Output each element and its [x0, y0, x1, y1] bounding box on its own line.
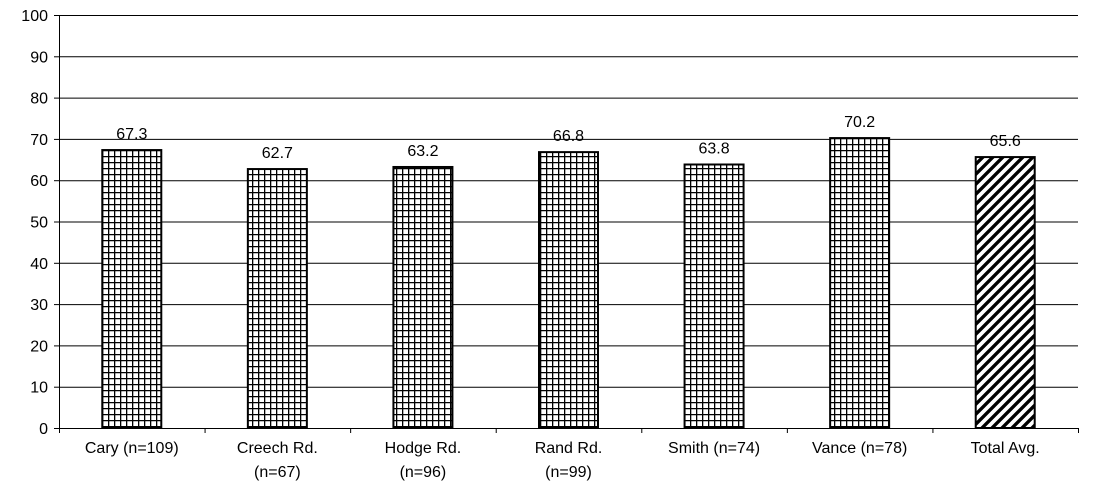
x-tick-label: Hodge Rd. — [385, 440, 462, 457]
bar-5 — [683, 163, 745, 429]
y-tick-label: 100 — [21, 8, 48, 25]
x-tick-label: (n=99) — [545, 464, 592, 481]
y-tick-label: 80 — [30, 91, 48, 108]
x-tick-label: Smith (n=74) — [668, 440, 760, 457]
x-tick-label: (n=96) — [400, 464, 447, 481]
bar-6 — [829, 137, 891, 429]
y-tick-label: 70 — [30, 132, 48, 149]
data-label: 66.8 — [553, 128, 584, 145]
bar-2 — [246, 168, 308, 429]
x-tick-label: Cary (n=109) — [85, 440, 179, 457]
y-tick-label: 50 — [30, 215, 48, 232]
data-label: 67.3 — [116, 126, 147, 143]
y-tick-label: 10 — [30, 380, 48, 397]
y-tick-label: 60 — [30, 173, 48, 190]
data-label: 62.7 — [262, 145, 293, 162]
bar-7 — [974, 156, 1036, 430]
labels: 0 10 20 30 40 50 60 70 80 90 100 67.3 Cary (n=109) 62… — [21, 8, 1039, 481]
bar-4 — [538, 151, 599, 429]
y-tick-label: 90 — [30, 49, 48, 66]
x-tick-label: Total Avg. — [971, 440, 1040, 457]
data-label: 65.6 — [990, 133, 1021, 150]
data-label: 70.2 — [844, 114, 875, 131]
bars — [101, 137, 1036, 430]
x-tick-label: Creech Rd. — [237, 440, 318, 457]
x-tick-label: Vance (n=78) — [812, 440, 907, 457]
data-label: 63.8 — [699, 141, 730, 158]
x-tick-label: Rand Rd. — [535, 440, 603, 457]
bar-1 — [101, 149, 163, 429]
bar-3 — [392, 165, 454, 429]
x-tick-label: (n=67) — [254, 464, 301, 481]
y-tick-label: 20 — [30, 338, 48, 355]
data-label: 63.2 — [407, 143, 438, 160]
y-tick-label: 30 — [30, 297, 48, 314]
y-tick-label: 40 — [30, 256, 48, 273]
y-tick-label: 0 — [39, 421, 48, 438]
